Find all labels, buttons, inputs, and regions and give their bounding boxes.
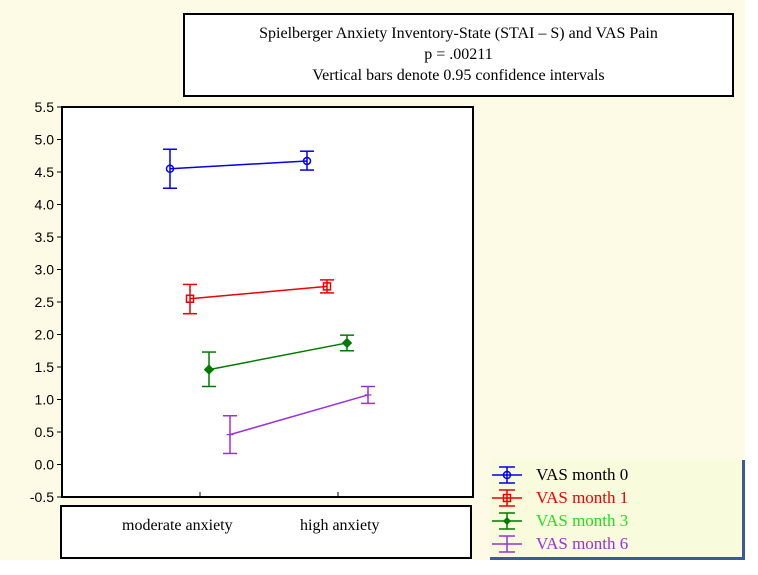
y-tick-label: 4.5 <box>35 164 55 180</box>
data-point <box>341 337 353 349</box>
chart-p-value: p = .00211 <box>424 46 493 63</box>
y-tick-label: 4.0 <box>35 197 55 213</box>
data-point <box>165 164 175 173</box>
legend-item-month-1: VAS month 1 <box>490 487 740 510</box>
legend-marker-month-6 <box>492 535 522 553</box>
data-point <box>185 294 195 303</box>
plot-area <box>61 106 474 498</box>
legend-marker-month-1 <box>492 489 522 507</box>
legend-label-month-6: VAS month 6 <box>536 534 629 553</box>
series-line <box>169 160 308 170</box>
y-tick-label: 2.0 <box>35 327 55 343</box>
series-line <box>229 394 369 436</box>
y-tick-label: 0.5 <box>35 424 55 440</box>
y-tick-label: 1.0 <box>35 392 55 408</box>
x-tick-label-high: high anxiety <box>300 517 380 534</box>
series-month-1 <box>183 279 334 315</box>
series-month-3 <box>202 334 354 388</box>
data-point <box>203 364 215 375</box>
data-point <box>322 282 332 291</box>
series-line <box>208 342 348 371</box>
y-tick-label: 2.5 <box>35 294 55 310</box>
y-tick-label: 5.0 <box>35 132 55 148</box>
series-month-6 <box>223 385 375 455</box>
legend-item-month-0: VAS month 0 <box>490 464 740 487</box>
legend-label-month-1: VAS month 1 <box>536 488 629 507</box>
legend-marker <box>502 493 512 503</box>
y-tick-label: -0.5 <box>30 489 54 505</box>
x-tick-label-moderate: moderate anxiety <box>122 517 233 534</box>
chart-title: Spielberger Anxiety Inventory-State (STA… <box>259 25 658 42</box>
x-axis-label-box: moderate anxiety high anxiety <box>60 505 472 559</box>
chart-title-box: Spielberger Anxiety Inventory-State (STA… <box>183 13 734 97</box>
legend-item-month-3: VAS month 3 <box>490 510 740 533</box>
legend-marker-month-3 <box>492 512 522 530</box>
legend: VAS month 0 VAS month 1 VAS month 3 VAS … <box>490 460 745 560</box>
legend-item-month-6: VAS month 6 <box>490 533 740 556</box>
legend-label-month-3: VAS month 3 <box>536 511 629 530</box>
series-line <box>189 285 328 300</box>
series-month-0 <box>163 148 314 189</box>
y-tick-label: 0.0 <box>35 457 55 473</box>
chart-subtitle: Vertical bars denote 0.95 confidence int… <box>312 67 605 84</box>
legend-label-month-0: VAS month 0 <box>536 465 629 484</box>
y-tick-label: 3.0 <box>35 262 55 278</box>
data-point <box>302 156 312 166</box>
legend-marker-month-0 <box>492 466 522 484</box>
legend-marker <box>503 517 511 525</box>
y-tick-label: 5.5 <box>35 99 55 115</box>
legend-marker <box>502 470 512 480</box>
y-tick-label: 1.5 <box>35 359 55 375</box>
y-tick-label: 3.5 <box>35 229 55 245</box>
